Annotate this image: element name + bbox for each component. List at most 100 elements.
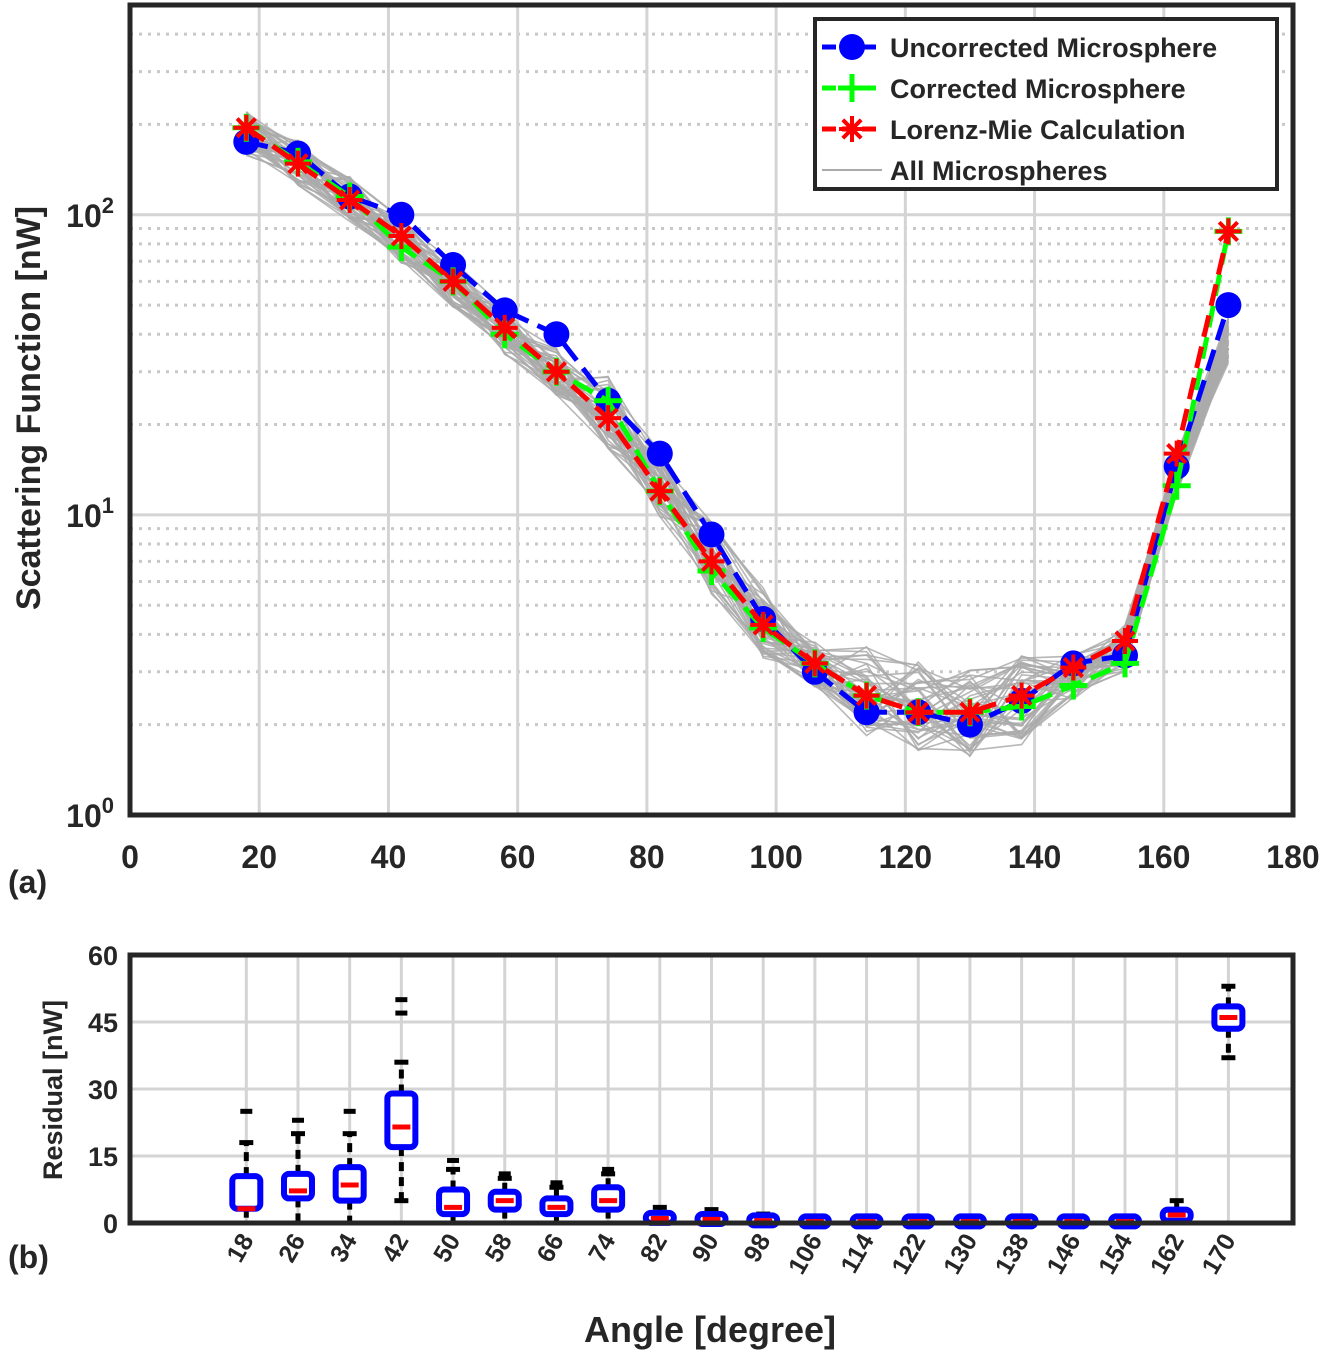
uncorrected-marker bbox=[839, 34, 865, 60]
lorenz-mie-marker bbox=[801, 650, 828, 677]
x-tick-label: 162 bbox=[1145, 1229, 1190, 1279]
x-tick-label: 130 bbox=[938, 1229, 983, 1279]
x-tick-label: 50 bbox=[428, 1229, 466, 1267]
x-tick-label: 58 bbox=[480, 1229, 518, 1267]
x-tick-label: 170 bbox=[1196, 1229, 1241, 1279]
x-tick-label: 26 bbox=[273, 1229, 311, 1267]
lorenz-mie-marker bbox=[1215, 218, 1242, 245]
lorenz-mie-marker bbox=[491, 314, 518, 341]
x-tick-label: 120 bbox=[879, 839, 932, 875]
x-tick-label: 74 bbox=[583, 1229, 621, 1267]
x-tick-label: 66 bbox=[531, 1229, 569, 1267]
y-tick-label: 60 bbox=[88, 941, 118, 971]
lorenz-mie-marker bbox=[646, 478, 673, 505]
panel-b-frame bbox=[127, 952, 1296, 1226]
lorenz-mie-marker bbox=[750, 611, 777, 638]
lorenz-mie-marker bbox=[440, 268, 467, 295]
lorenz-mie-marker bbox=[233, 114, 260, 141]
uncorrected-marker bbox=[491, 297, 518, 324]
x-tick-label: 82 bbox=[635, 1229, 673, 1267]
x-tick-label: 80 bbox=[629, 839, 665, 875]
x-tick-label: 34 bbox=[325, 1229, 363, 1267]
y-tick-label: 15 bbox=[88, 1142, 118, 1172]
lorenz-mie-marker bbox=[839, 116, 865, 142]
y-tick-label: 100 bbox=[66, 793, 114, 834]
box-34 bbox=[332, 1108, 367, 1226]
x-tick-label: 160 bbox=[1137, 839, 1190, 875]
lorenz-mie-marker bbox=[388, 222, 415, 249]
box-body bbox=[436, 1186, 471, 1218]
x-tick-label: 146 bbox=[1041, 1229, 1086, 1279]
uncorrected-marker bbox=[543, 321, 570, 348]
panel-b-x-axis-label: Angle [degree] bbox=[584, 1309, 836, 1350]
panel-b-y-axis-label: Residual [nW] bbox=[38, 1000, 68, 1180]
x-tick-label: 138 bbox=[990, 1229, 1035, 1279]
x-tick-label: 140 bbox=[1008, 839, 1061, 875]
uncorrected-marker bbox=[388, 201, 415, 228]
y-tick-label: 101 bbox=[66, 493, 114, 534]
lorenz-mie-marker bbox=[1060, 654, 1087, 681]
series-line bbox=[244, 125, 1231, 715]
lorenz-mie-marker bbox=[595, 405, 622, 432]
x-tick-label: 18 bbox=[221, 1229, 259, 1267]
series-lorenz-mie-calculation bbox=[233, 114, 1242, 726]
legend-label: Lorenz-Mie Calculation bbox=[890, 115, 1186, 145]
lorenz-mie-marker bbox=[956, 699, 983, 726]
y-tick-label: 45 bbox=[88, 1008, 118, 1038]
y-tick-label: 102 bbox=[66, 193, 114, 234]
legend-label: Corrected Microsphere bbox=[890, 74, 1186, 104]
legend-box bbox=[813, 17, 1279, 191]
uncorrected-marker bbox=[698, 521, 725, 548]
box-74 bbox=[591, 1166, 626, 1226]
lorenz-mie-marker bbox=[1008, 682, 1035, 709]
legend: Uncorrected Microsphere Corrected Microsp… bbox=[813, 17, 1279, 191]
panel-a-grid bbox=[128, 3, 1295, 817]
x-tick-label: 60 bbox=[500, 839, 536, 875]
uncorrected-marker bbox=[853, 699, 880, 726]
legend-label: All Microspheres bbox=[890, 156, 1108, 186]
box-body bbox=[229, 1173, 264, 1212]
x-tick-label: 90 bbox=[687, 1229, 725, 1267]
panel-a-frame bbox=[127, 2, 1296, 818]
panel-a-y-tick-labels: 100 101 102 bbox=[66, 193, 114, 834]
box-42 bbox=[384, 997, 419, 1204]
panel-b-y-tick-labels: 0 15 30 45 60 bbox=[88, 941, 118, 1239]
panel-a-y-axis-label: Scattering Function [nW] bbox=[10, 206, 48, 610]
uncorrected-marker bbox=[1215, 292, 1242, 319]
lorenz-mie-marker bbox=[284, 150, 311, 177]
corrected-marker bbox=[1111, 649, 1140, 678]
x-tick-label: 98 bbox=[738, 1229, 776, 1267]
uncorrected-marker bbox=[646, 440, 673, 467]
panel-b: 18 26 34 42 50 58 66 74 82 90 98 106 114 122 130 138 146… bbox=[8, 941, 1296, 1350]
lorenz-mie-marker bbox=[1163, 440, 1190, 467]
x-tick-label: 154 bbox=[1093, 1229, 1138, 1279]
x-tick-label: 114 bbox=[835, 1229, 879, 1278]
lorenz-mie-marker bbox=[1112, 627, 1139, 654]
lorenz-mie-marker bbox=[543, 358, 570, 385]
panel-a-x-tick-labels: 0 20 40 60 80 100 120 140 160 180 bbox=[121, 839, 1320, 875]
box-170 bbox=[1211, 983, 1246, 1061]
box-body bbox=[384, 1090, 419, 1151]
x-tick-label: 122 bbox=[886, 1229, 931, 1279]
corrected-marker bbox=[838, 74, 866, 102]
lorenz-mie-marker bbox=[853, 682, 880, 709]
lorenz-mie-marker bbox=[698, 548, 725, 575]
box-58 bbox=[487, 1171, 522, 1226]
uncorrected-marker bbox=[440, 252, 467, 279]
panel-a-series bbox=[232, 110, 1243, 758]
panel-b-x-tick-labels: 18 26 34 42 50 58 66 74 82 90 98 106 114 122 130 138 146… bbox=[221, 1229, 1241, 1279]
lorenz-mie-marker bbox=[905, 699, 932, 726]
x-tick-label: 100 bbox=[749, 839, 802, 875]
x-tick-label: 180 bbox=[1266, 839, 1319, 875]
lorenz-mie-marker bbox=[336, 187, 363, 213]
y-tick-label: 0 bbox=[103, 1209, 118, 1239]
series-line bbox=[245, 139, 1231, 728]
panel-a: 0 20 40 60 80 100 120 140 160 180 100 101 102 Scatt… bbox=[8, 2, 1320, 900]
x-tick-label: 0 bbox=[121, 839, 139, 875]
x-tick-label: 106 bbox=[783, 1229, 828, 1279]
box-body bbox=[280, 1170, 315, 1202]
legend-label: Uncorrected Microsphere bbox=[890, 33, 1217, 63]
x-tick-label: 42 bbox=[376, 1229, 414, 1267]
